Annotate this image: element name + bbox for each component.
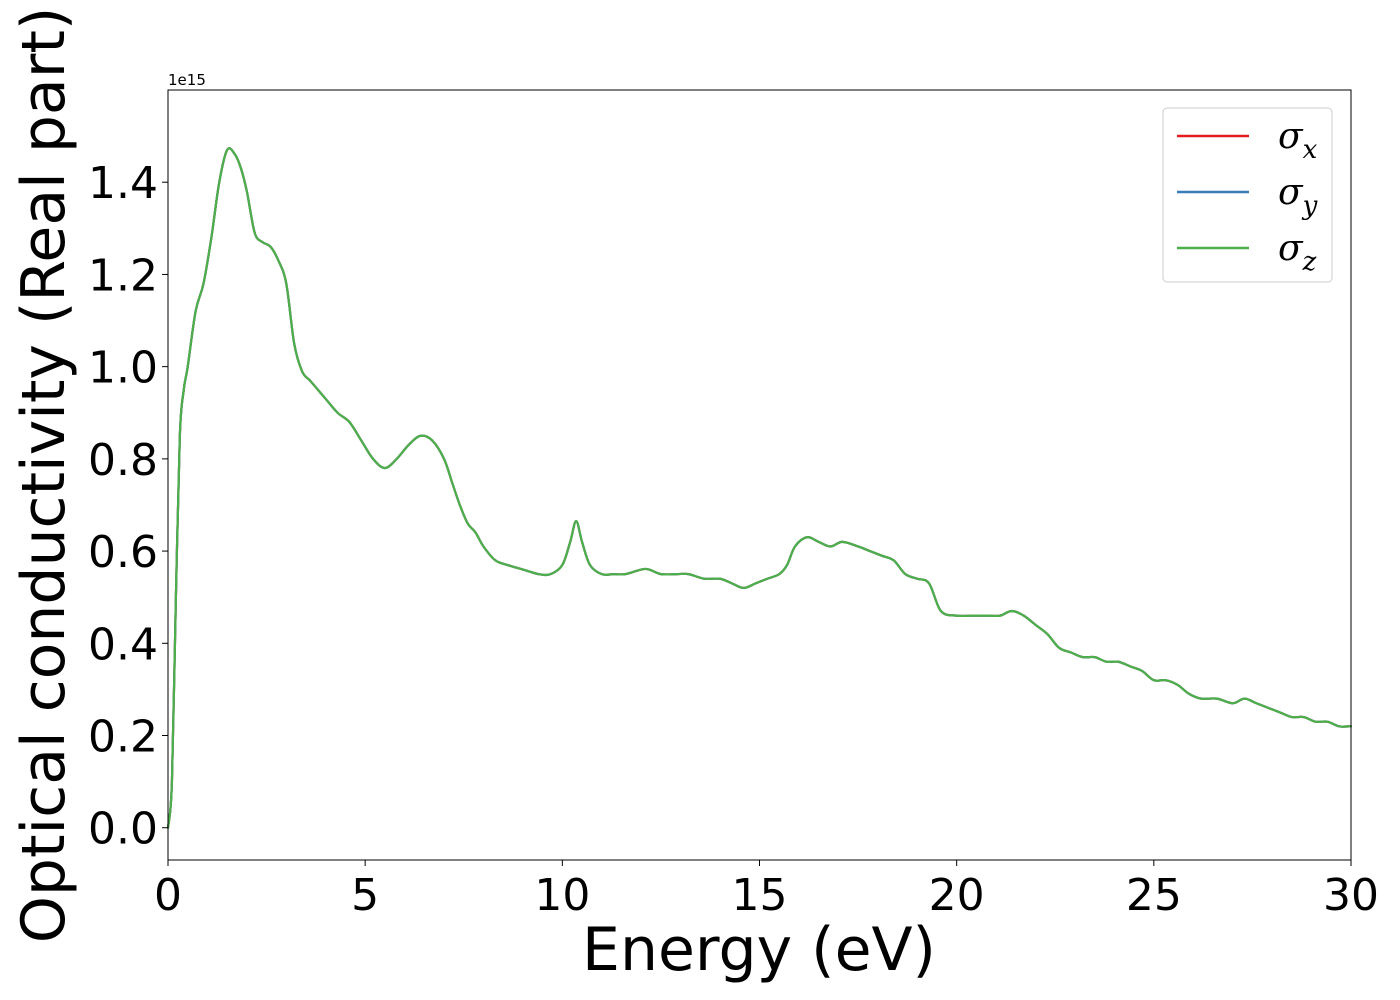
x-tick-label: 10 — [534, 870, 590, 921]
series-layer — [166, 147, 1353, 829]
y-tick-label: 1.0 — [88, 343, 158, 394]
x-axis-title: Energy (eV) — [582, 915, 936, 985]
legend-subscript: y — [1302, 191, 1318, 221]
legend-box — [1162, 107, 1333, 283]
legend-symbol: σ — [1278, 228, 1304, 269]
x-tick-label: 0 — [154, 870, 182, 921]
legend-subscript: x — [1303, 135, 1318, 165]
x-tick-label: 30 — [1323, 870, 1379, 921]
y-tick-label: 0.6 — [88, 527, 158, 578]
legend-label-y: σy — [1278, 172, 1318, 221]
x-tick-label: 20 — [929, 870, 985, 921]
x-tick-label: 5 — [351, 870, 379, 921]
y-tick-label: 0.2 — [88, 712, 158, 763]
y-tick-label: 0.0 — [88, 804, 158, 855]
legend-label-x: σx — [1278, 116, 1318, 165]
y-axis-title: Optical conductivity (Real part) — [9, 7, 79, 944]
x-axis: 0 5 10 15 20 25 30 — [154, 860, 1379, 921]
x-tick-label: 25 — [1126, 870, 1182, 921]
y-tick-label: 1.2 — [88, 250, 158, 301]
y-tick-label: 0.4 — [88, 619, 158, 670]
legend-symbol: σ — [1278, 172, 1304, 213]
legend-subscript: z — [1302, 247, 1317, 277]
y-tick-label: 1.4 — [88, 158, 158, 209]
legend-label-z: σz — [1278, 228, 1317, 277]
y-axis: 0.0 0.2 0.4 0.6 0.8 1.0 1.2 1.4 — [88, 158, 168, 855]
legend-symbol: σ — [1278, 116, 1304, 157]
x-tick-label: 15 — [732, 870, 788, 921]
plot-background — [168, 90, 1351, 860]
y-tick-label: 0.8 — [88, 435, 158, 486]
series-line-sigma-z — [166, 147, 1353, 829]
y-offset-label: 1e15 — [168, 71, 206, 89]
